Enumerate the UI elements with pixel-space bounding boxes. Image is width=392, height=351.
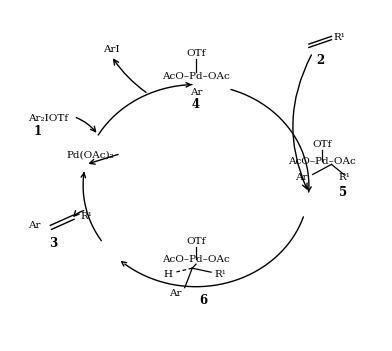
Text: H: H: [163, 270, 172, 279]
Text: R¹: R¹: [214, 270, 227, 279]
Text: Ar: Ar: [169, 289, 181, 298]
Text: 3: 3: [49, 237, 57, 250]
Text: ArI: ArI: [103, 45, 120, 54]
Text: Ar: Ar: [295, 173, 308, 182]
Text: 4: 4: [192, 98, 200, 111]
Text: 6: 6: [200, 294, 208, 307]
Text: 1: 1: [34, 125, 42, 138]
Text: 5: 5: [339, 186, 347, 199]
Text: OTf: OTf: [186, 237, 206, 246]
Text: R¹: R¹: [333, 33, 345, 42]
Text: Ar: Ar: [190, 88, 202, 97]
Text: Ar: Ar: [29, 221, 41, 230]
Text: Pd(OAc)₂: Pd(OAc)₂: [67, 151, 114, 160]
Text: OTf: OTf: [186, 48, 206, 58]
Text: R¹: R¹: [80, 212, 93, 221]
Text: AcO–Pd–OAc: AcO–Pd–OAc: [288, 157, 356, 166]
Text: Ar₂IOTf: Ar₂IOTf: [29, 114, 69, 124]
Text: AcO–Pd–OAc: AcO–Pd–OAc: [162, 72, 230, 81]
Text: R¹: R¹: [339, 173, 350, 182]
Text: OTf: OTf: [312, 140, 332, 148]
Text: 2: 2: [316, 54, 324, 67]
Text: AcO–Pd–OAc: AcO–Pd–OAc: [162, 254, 230, 264]
